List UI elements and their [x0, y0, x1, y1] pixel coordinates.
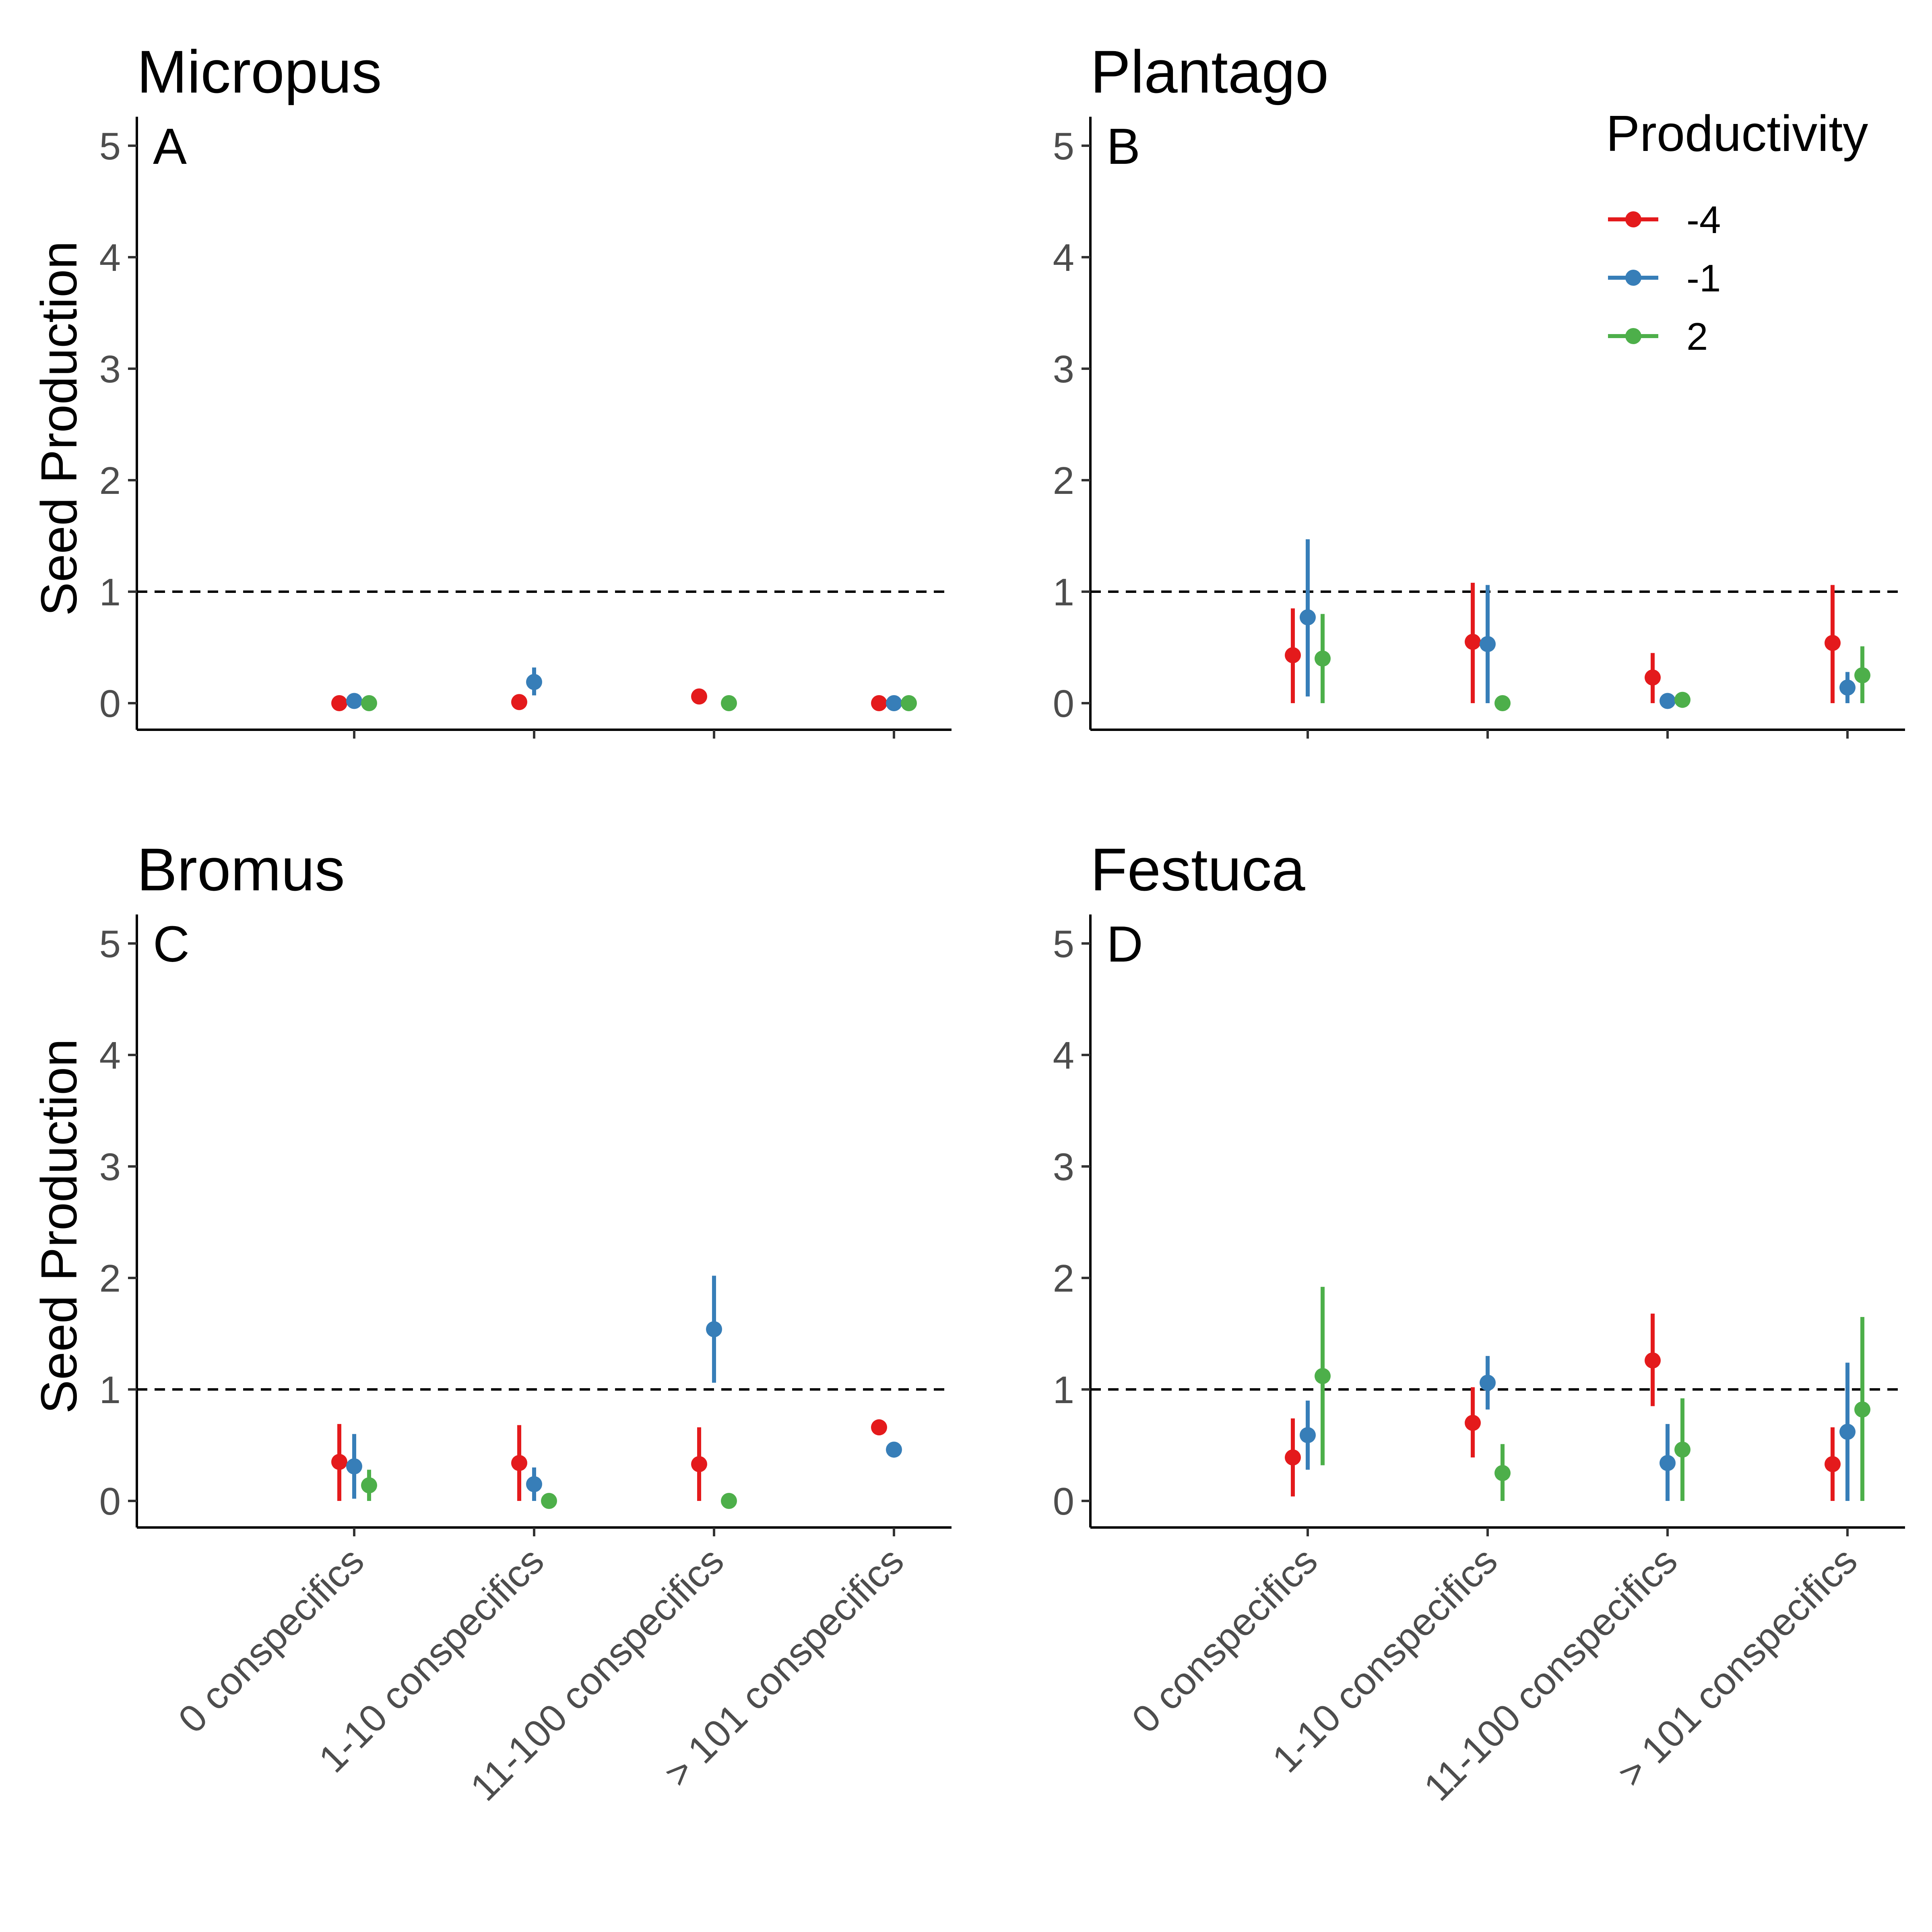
legend-title: Productivity: [1606, 105, 1868, 162]
panel-a: Micropus A 0 1 2 3 4 5 Seed Production: [31, 38, 952, 739]
panel-b: Plantago B 0 1 2 3 4 5: [1053, 38, 1905, 739]
y-tick-label: 4: [1053, 1034, 1074, 1077]
data-point: [346, 693, 362, 709]
data-point: [871, 695, 887, 711]
data-point: [1674, 691, 1690, 708]
panel-letter: A: [153, 118, 187, 175]
data-point: [886, 1441, 902, 1458]
data-point: [1854, 667, 1870, 683]
y-tick-label: 5: [99, 923, 121, 966]
data-point: [331, 695, 347, 711]
legend-label: -4: [1686, 198, 1721, 242]
y-tick-label: 1: [1053, 571, 1074, 614]
x-tick-label: 0 conspecifics: [1124, 1539, 1326, 1741]
y-tick-label: 3: [99, 1146, 121, 1189]
data-point: [346, 1458, 362, 1475]
y-tick-label: 2: [99, 459, 121, 502]
legend-label: 2: [1686, 315, 1708, 358]
data-point: [1480, 636, 1496, 652]
data-point: [1825, 635, 1841, 651]
data-point: [1674, 1441, 1690, 1458]
y-tick-label: 1: [99, 1368, 121, 1412]
y-tick-label: 2: [99, 1257, 121, 1300]
data-point: [1285, 647, 1301, 663]
data-point: [1300, 1427, 1316, 1443]
data-point: [511, 694, 527, 710]
y-tick-label: 5: [99, 125, 121, 168]
data-point: [1480, 1375, 1496, 1391]
legend-label: -1: [1686, 257, 1721, 300]
data-point: [511, 1455, 527, 1471]
y-tick-label: 3: [1053, 1146, 1074, 1189]
panel-title: Festuca: [1090, 836, 1305, 903]
y-tick-label: 5: [1053, 923, 1074, 966]
data-point: [706, 1321, 722, 1338]
data-point: [1645, 669, 1661, 686]
data-point: [871, 1419, 887, 1436]
data-point: [1315, 650, 1331, 667]
y-tick-label: 4: [99, 236, 121, 279]
y-tick-label: 0: [1053, 1480, 1074, 1523]
y-axis-title: Seed Production: [31, 1039, 87, 1414]
legend-key-point: [1625, 211, 1641, 227]
y-tick-label: 2: [1053, 459, 1074, 502]
x-tick-label: 0 conspecifics: [170, 1539, 372, 1741]
data-point: [1854, 1401, 1870, 1418]
data-point: [691, 688, 707, 705]
panel-letter: B: [1106, 118, 1140, 175]
data-point: [1465, 634, 1481, 650]
panel-title: Micropus: [137, 38, 382, 105]
data-point: [721, 695, 737, 711]
data-point: [541, 1493, 557, 1509]
data-point: [361, 1477, 377, 1494]
y-tick-label: 5: [1053, 125, 1074, 168]
y-tick-label: 1: [99, 571, 121, 614]
data-point: [886, 695, 902, 711]
panel-title: Plantago: [1090, 38, 1329, 105]
y-tick-label: 1: [1053, 1368, 1074, 1412]
data-point: [1465, 1415, 1481, 1431]
y-tick-label: 0: [99, 1480, 121, 1523]
data-point: [526, 674, 542, 690]
y-tick-label: 2: [1053, 1257, 1074, 1300]
y-axis-title: Seed Production: [31, 241, 87, 616]
data-point: [1660, 693, 1676, 709]
data-point: [1825, 1456, 1841, 1472]
data-point: [901, 695, 917, 711]
panel-title: Bromus: [137, 836, 345, 903]
y-tick-label: 4: [1053, 236, 1074, 279]
data-point: [1839, 1424, 1856, 1440]
data-point: [691, 1456, 707, 1472]
data-point: [1494, 695, 1511, 711]
data-point: [1494, 1465, 1511, 1481]
y-tick-label: 0: [99, 682, 121, 725]
y-tick-label: 3: [1053, 348, 1074, 391]
data-point: [331, 1454, 347, 1470]
data-point: [1839, 679, 1856, 696]
legend-key-point: [1625, 270, 1641, 286]
data-point: [1660, 1455, 1676, 1471]
legend: Productivity -4 -1 2: [1606, 105, 1868, 358]
legend-key-point: [1625, 328, 1641, 344]
data-point: [1315, 1368, 1331, 1384]
y-tick-label: 3: [99, 348, 121, 391]
y-tick-label: 0: [1053, 682, 1074, 725]
data-point: [361, 695, 377, 711]
y-tick-label: 4: [99, 1034, 121, 1077]
data-point: [1285, 1449, 1301, 1466]
panel-c: Bromus C 0 1 2 3 4 5 Seed Production 0 conspecifi…: [31, 836, 952, 1809]
data-point: [721, 1493, 737, 1509]
panel-letter: C: [153, 916, 190, 972]
panel-letter: D: [1106, 916, 1143, 972]
data-point: [1300, 609, 1316, 625]
data-point: [526, 1476, 542, 1492]
data-point: [1645, 1352, 1661, 1368]
